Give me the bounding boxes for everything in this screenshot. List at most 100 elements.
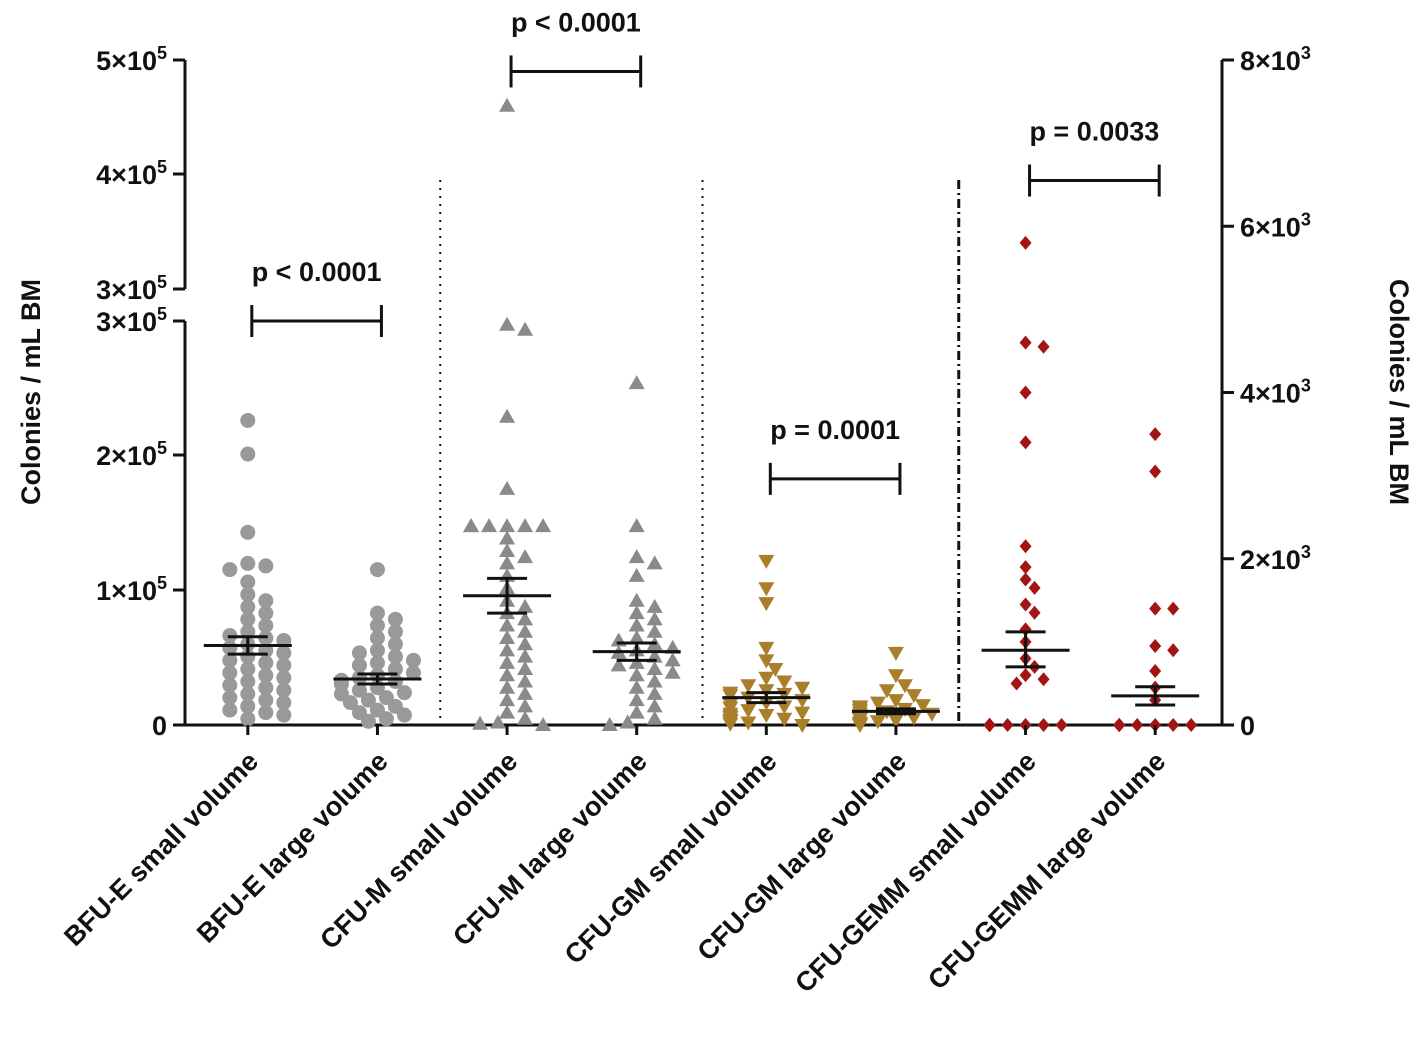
data-point (535, 518, 552, 533)
data-point (776, 687, 793, 702)
data-point (499, 97, 516, 112)
data-point (887, 694, 904, 709)
p-value-label: p < 0.0001 (252, 257, 382, 287)
data-point (646, 598, 663, 613)
data-point (499, 530, 516, 545)
data-point (240, 574, 256, 590)
data-point (369, 618, 385, 634)
left-tick-label: 4×105 (96, 157, 167, 190)
data-point (499, 667, 516, 682)
data-point (222, 690, 238, 706)
data-point (517, 518, 534, 533)
data-point (646, 698, 663, 713)
data-point (628, 375, 645, 390)
data-point (1019, 668, 1032, 683)
data-point (258, 692, 274, 708)
data-point (240, 412, 256, 428)
data-point (1019, 572, 1032, 587)
data-point (869, 715, 886, 730)
data-point (628, 549, 645, 564)
left-tick-label: 0 (152, 711, 167, 741)
significance-bracket: p = 0.0033 (1028, 117, 1161, 197)
data-point (517, 698, 534, 713)
data-point (481, 518, 498, 533)
data-point (517, 321, 534, 336)
data-point (758, 554, 775, 569)
data-point (758, 582, 775, 597)
data-point (276, 645, 292, 661)
right-tick-label: 6×103 (1240, 209, 1311, 242)
data-point (360, 713, 376, 729)
data-point (240, 611, 256, 627)
right-tick-label: 0 (1240, 711, 1255, 741)
data-point (517, 685, 534, 700)
data-point (628, 692, 645, 707)
data-point (222, 677, 238, 693)
data-point (1149, 663, 1162, 678)
data-point (378, 711, 394, 727)
significance-bracket: p < 0.0001 (509, 7, 643, 88)
data-point (851, 719, 868, 733)
data-point (1001, 718, 1014, 732)
data-point (499, 518, 516, 533)
data-point (258, 667, 274, 683)
data-point (517, 710, 534, 725)
data-point (646, 685, 663, 700)
data-point (1055, 718, 1068, 732)
right-tick-label: 8×103 (1240, 43, 1311, 76)
data-point (776, 675, 793, 690)
data-point (499, 408, 516, 423)
data-point (369, 605, 385, 621)
data-point (628, 605, 645, 620)
data-point (396, 707, 412, 723)
data-point (1019, 560, 1032, 575)
data-point (499, 629, 516, 644)
data-point (499, 704, 516, 719)
data-point (794, 719, 811, 733)
data-point (740, 679, 757, 694)
data-point (758, 671, 775, 686)
significance-bracket: p < 0.0001 (250, 257, 383, 337)
data-point (887, 669, 904, 684)
data-point (387, 624, 403, 640)
data-point (517, 648, 534, 663)
data-point (240, 673, 256, 689)
x-tick-label: CFU-GM small volume (559, 746, 783, 970)
series-5: CFU-GM small volume (559, 554, 811, 970)
data-point (628, 704, 645, 719)
data-point (1019, 335, 1032, 350)
data-point (1019, 235, 1032, 250)
data-point (740, 716, 757, 731)
data-point (601, 717, 618, 731)
series-3: CFU-M small volume (314, 97, 552, 955)
data-point (472, 715, 489, 730)
data-point (1010, 676, 1023, 691)
data-point (240, 661, 256, 677)
data-point (664, 652, 681, 667)
data-point (499, 679, 516, 694)
data-point (499, 542, 516, 557)
data-point (1037, 672, 1050, 687)
data-point (1113, 718, 1126, 732)
data-point (619, 714, 636, 729)
y-axis-label-right: Colonies / mL BM (1384, 279, 1414, 505)
data-point (628, 679, 645, 694)
data-point (342, 695, 358, 711)
data-point (517, 661, 534, 676)
data-point (351, 657, 367, 673)
left-tick-label: 5×105 (96, 43, 167, 76)
data-point (360, 692, 376, 708)
data-point (240, 599, 256, 615)
left-tick-label: 3×105 (96, 304, 167, 337)
data-point (499, 642, 516, 657)
data-point (369, 655, 385, 671)
data-point (1019, 539, 1032, 554)
data-point (517, 549, 534, 564)
data-point (628, 518, 645, 533)
data-point (767, 663, 784, 678)
data-point (387, 611, 403, 627)
data-point (610, 657, 627, 672)
data-point (1185, 718, 1198, 732)
data-point (240, 446, 256, 462)
